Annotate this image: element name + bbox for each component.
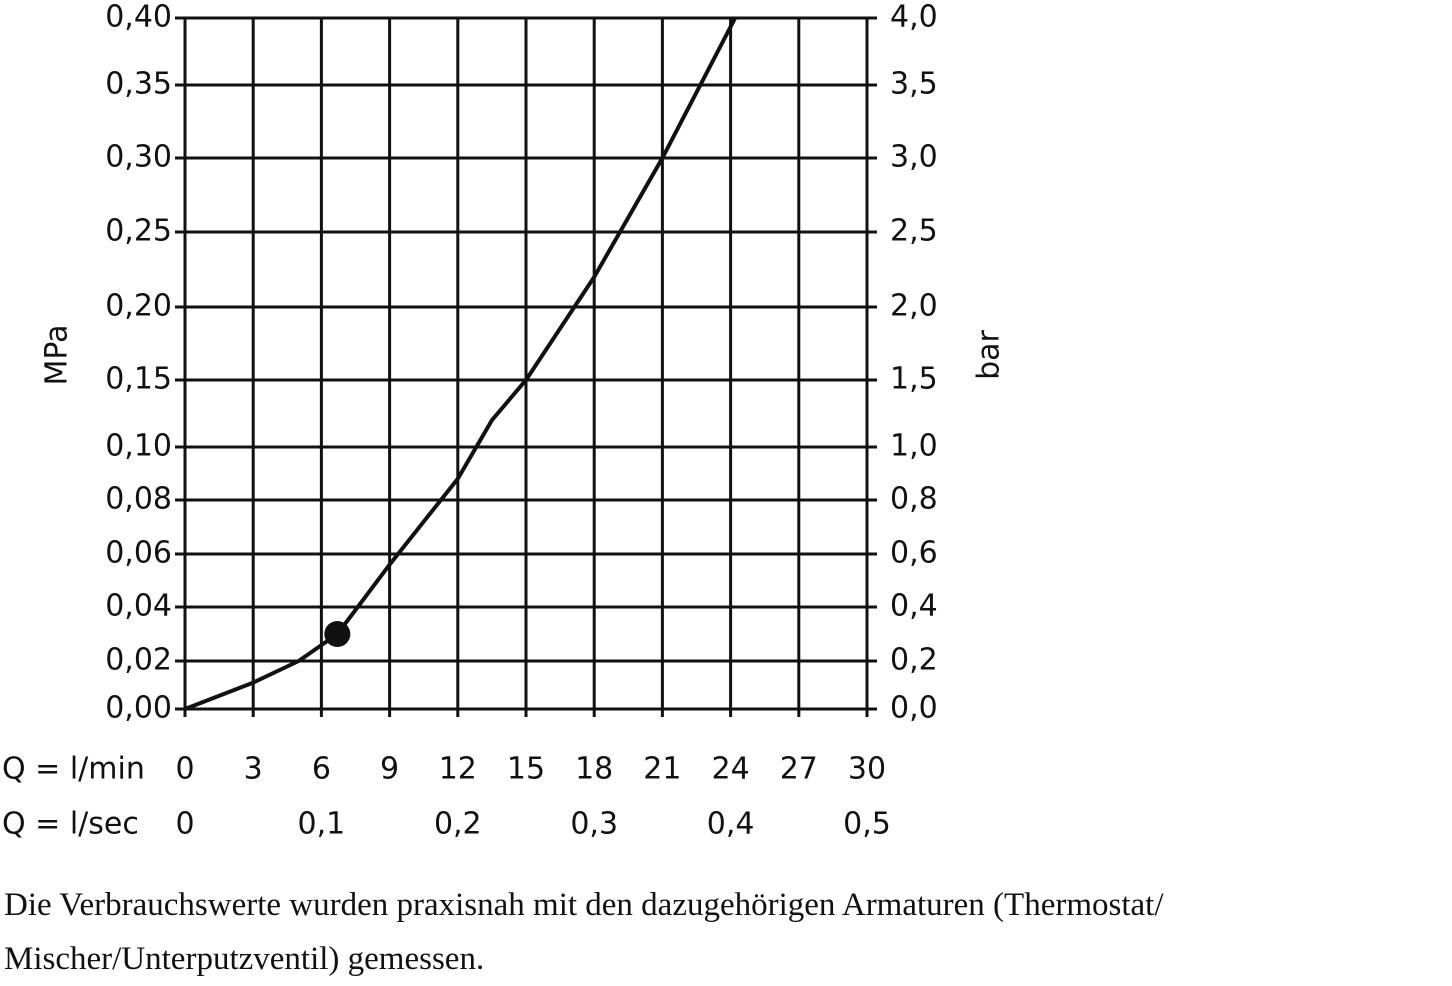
y-tick-label: 0,35 bbox=[105, 67, 172, 102]
x2-tick-label: 0,2 bbox=[434, 807, 482, 842]
x2-tick-label: 0,1 bbox=[298, 807, 346, 842]
y2-axis-label: bar bbox=[972, 329, 1007, 379]
x2-tick-label: 0 bbox=[175, 807, 194, 842]
y2-tick-label: 0,6 bbox=[890, 536, 938, 571]
y2-tick-label: 3,5 bbox=[890, 67, 938, 102]
x-tick-label: 21 bbox=[643, 752, 681, 787]
x2-tick-label: 0,5 bbox=[843, 807, 891, 842]
point bbox=[324, 621, 351, 647]
x-axis-label: Q = l/min bbox=[2, 752, 145, 787]
y2-tick-label: 2,5 bbox=[890, 214, 938, 249]
y-tick-label: 0,25 bbox=[105, 214, 172, 249]
y-tick-label: 0,00 bbox=[105, 691, 172, 726]
y2-tick-label: 0,0 bbox=[890, 691, 938, 726]
y2-tick-label: 1,0 bbox=[890, 429, 938, 464]
x2-tick-label: 0,3 bbox=[570, 807, 618, 842]
y2-tick-label: 0,2 bbox=[890, 643, 938, 678]
x-tick-label: 18 bbox=[575, 752, 613, 787]
x-tick-label: 6 bbox=[312, 752, 331, 787]
y-tick-label: 0,30 bbox=[105, 140, 172, 175]
y-axis-label: MPa bbox=[40, 324, 75, 385]
y-tick-label: 0,20 bbox=[105, 289, 172, 324]
y-tick-label: 0,10 bbox=[105, 429, 172, 464]
x2-axis-label: Q = l/sec bbox=[2, 807, 139, 842]
x-tick-label: 27 bbox=[780, 752, 818, 787]
y2-tick-label: 3,0 bbox=[890, 140, 938, 175]
x-tick-label: 24 bbox=[712, 752, 750, 787]
x-tick-label: 0 bbox=[175, 752, 194, 787]
x-tick-label: 3 bbox=[244, 752, 263, 787]
y2-tick-label: 0,8 bbox=[890, 482, 938, 517]
y-tick-label: 0,06 bbox=[105, 536, 172, 571]
y-tick-label: 0,04 bbox=[105, 589, 172, 624]
caption: Die Verbrauchswerte wurden praxisnah mit… bbox=[4, 887, 1164, 977]
y-tick-label: 0,15 bbox=[105, 362, 172, 397]
x-tick-label: 15 bbox=[507, 752, 545, 787]
y2-tick-label: 4,0 bbox=[890, 0, 938, 35]
y-tick-label: 0,40 bbox=[105, 0, 172, 35]
y2-tick-label: 0,4 bbox=[890, 589, 938, 624]
y2-tick-label: 2,0 bbox=[890, 289, 938, 324]
y-tick-label: 0,02 bbox=[105, 643, 172, 678]
y2-tick-label: 1,5 bbox=[890, 362, 938, 397]
y-tick-label: 0,08 bbox=[105, 482, 172, 517]
x-tick-label: 12 bbox=[439, 752, 477, 787]
x2-tick-label: 0,4 bbox=[707, 807, 755, 842]
chart: MPa bar Q = l/min Q = l/sec 0,000,020,04… bbox=[2, 0, 1007, 842]
curve bbox=[184, 17, 737, 711]
x-tick-label: 30 bbox=[848, 752, 886, 787]
x-tick-label: 9 bbox=[380, 752, 399, 787]
